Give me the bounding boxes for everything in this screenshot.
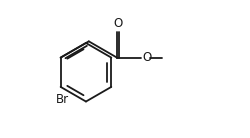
Text: O: O — [142, 51, 152, 64]
Text: Br: Br — [56, 93, 69, 106]
Text: O: O — [113, 17, 122, 30]
